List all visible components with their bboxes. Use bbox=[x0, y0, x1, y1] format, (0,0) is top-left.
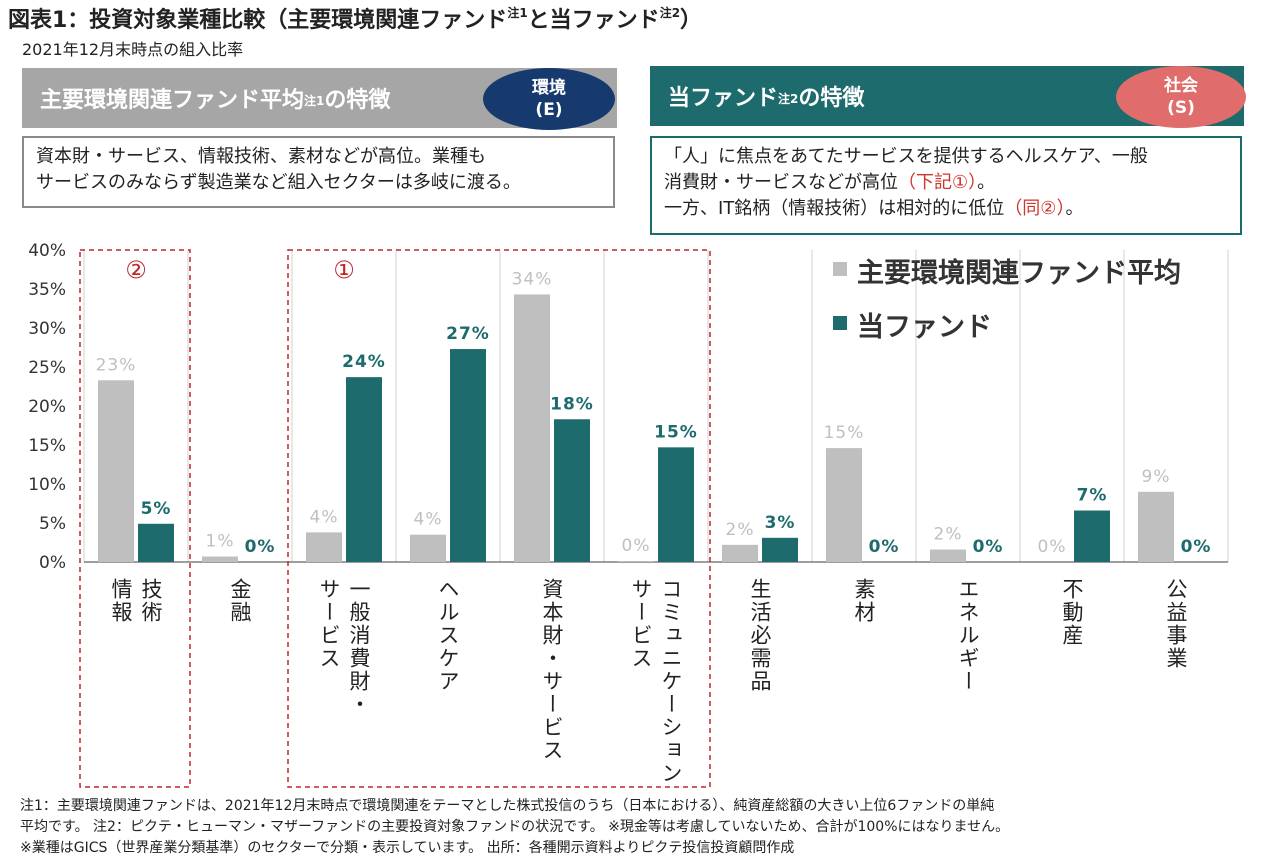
legend-swatch bbox=[833, 316, 847, 330]
y-tick-label: 25% bbox=[28, 358, 66, 378]
data-label-this-fund: 5% bbox=[141, 499, 172, 519]
category-label: エネルギー bbox=[956, 578, 980, 693]
bar-env-funds-average bbox=[410, 534, 446, 562]
category-label: サービス bbox=[317, 578, 341, 670]
data-label-this-fund: 18% bbox=[550, 394, 594, 414]
bar-this-fund bbox=[346, 377, 382, 562]
y-tick-label: 0% bbox=[39, 553, 66, 573]
legend-label-this-fund: 当ファンド bbox=[857, 312, 992, 343]
annotation-label-2: ② bbox=[125, 256, 147, 284]
env-funds-feature-description: 資本財・サービス、情報技術、素材などが高位。業種も サービスのみならず製造業など… bbox=[22, 136, 615, 208]
sector-comparison-chart: 0% 5% 10% 15% 20% 25% 30% 35% 40% 23% 1% 4% 4% 34% 0% 2… bbox=[28, 241, 1229, 792]
legend-label-env-funds-average: 主要環境関連ファンド平均 bbox=[857, 258, 1181, 289]
legend-swatch bbox=[833, 262, 847, 276]
bar-env-funds-average bbox=[618, 561, 654, 562]
bar-env-funds-average bbox=[1138, 491, 1174, 562]
footnote-line: 平均です。 注2：ピクテ・ヒューマン・マザーファンドの主要投資対象ファンドの状況… bbox=[20, 819, 1010, 835]
data-label-env-funds-average: 34% bbox=[512, 269, 553, 289]
data-label-this-fund: 0% bbox=[869, 537, 900, 557]
category-label: 一般消費財・ bbox=[347, 578, 371, 716]
data-label-env-funds-average: 2% bbox=[934, 525, 963, 545]
footnote-line: ※業種はGICS（世界産業分類基準）のセクターで分類・表示しています。 出所：各… bbox=[20, 840, 795, 856]
category-label: 情報 bbox=[109, 578, 133, 624]
bar-this-fund bbox=[450, 349, 486, 562]
category-label: 資本財・サービス bbox=[540, 578, 564, 762]
data-label-env-funds-average: 0% bbox=[622, 536, 651, 556]
category-label: 不動産 bbox=[1060, 578, 1084, 647]
y-tick-label: 5% bbox=[39, 514, 66, 534]
annotation-box-2 bbox=[79, 249, 191, 788]
y-tick-label: 30% bbox=[28, 319, 66, 339]
bar-env-funds-average bbox=[202, 556, 238, 562]
page-title: 図表1：投資対象業種比較（主要環境関連ファンド注1と当ファンド注2） bbox=[8, 6, 703, 33]
category-label: 技術 bbox=[139, 578, 163, 624]
category-label: コミュニケーション・ bbox=[659, 578, 683, 792]
category-label: サービス bbox=[629, 578, 653, 670]
data-label-env-funds-average: 9% bbox=[1142, 467, 1171, 487]
y-tick-label: 15% bbox=[28, 436, 66, 456]
y-tick-label: 10% bbox=[28, 475, 66, 495]
data-label-this-fund: 0% bbox=[1181, 537, 1212, 557]
y-tick-label: 40% bbox=[28, 241, 66, 261]
data-label-env-funds-average: 4% bbox=[310, 507, 339, 527]
y-tick-label: 35% bbox=[28, 280, 66, 300]
bar-this-fund bbox=[554, 419, 590, 562]
data-label-this-fund: 15% bbox=[654, 422, 698, 442]
environment-badge: 環境 (E) bbox=[483, 68, 615, 130]
bar-env-funds-average bbox=[98, 380, 134, 562]
footnotes: 注1：主要環境関連ファンドは、2021年12月末時点で環境関連をテーマとした株式… bbox=[20, 796, 1009, 859]
bar-env-funds-average bbox=[514, 294, 550, 562]
data-label-this-fund: 3% bbox=[765, 513, 796, 533]
y-tick-label: 20% bbox=[28, 397, 66, 417]
annotation-box-1 bbox=[287, 249, 711, 788]
page-subtitle: 2021年12月末時点の組入比率 bbox=[22, 40, 244, 59]
data-label-env-funds-average: 23% bbox=[96, 355, 137, 375]
this-fund-feature-description: 「人」に焦点をあてたサービスを提供するヘルスケア、一般 消費財・サービスなどが高… bbox=[650, 136, 1242, 235]
category-label: 金融 bbox=[228, 578, 252, 624]
bar-this-fund bbox=[138, 523, 174, 562]
bar-env-funds-average bbox=[306, 532, 342, 562]
category-label: ヘルスケア bbox=[436, 578, 460, 693]
data-label-this-fund: 7% bbox=[1077, 486, 1108, 506]
category-label: 生活必需品 bbox=[748, 578, 772, 693]
data-label-this-fund: 0% bbox=[245, 537, 276, 557]
data-label-this-fund: 27% bbox=[446, 324, 490, 344]
data-label-this-fund: 0% bbox=[973, 537, 1004, 557]
category-label: 素材 bbox=[852, 578, 876, 624]
data-label-env-funds-average: 0% bbox=[1038, 537, 1067, 557]
footnote-line: 注1：主要環境関連ファンドは、2021年12月末時点で環境関連をテーマとした株式… bbox=[20, 798, 995, 814]
bar-this-fund bbox=[1074, 510, 1110, 562]
annotation-label-1: ① bbox=[333, 256, 355, 284]
data-label-env-funds-average: 4% bbox=[414, 510, 443, 530]
social-badge: 社会 (S) bbox=[1116, 66, 1246, 128]
bar-env-funds-average bbox=[826, 448, 862, 562]
data-label-env-funds-average: 15% bbox=[824, 423, 865, 443]
data-label-this-fund: 24% bbox=[342, 352, 386, 372]
category-label: 公益事業 bbox=[1164, 578, 1188, 670]
bar-env-funds-average bbox=[722, 544, 758, 562]
data-label-env-funds-average: 1% bbox=[206, 532, 235, 552]
bar-env-funds-average bbox=[930, 549, 966, 562]
bar-this-fund bbox=[762, 537, 798, 562]
data-label-env-funds-average: 2% bbox=[726, 520, 755, 540]
bar-this-fund bbox=[658, 447, 694, 562]
